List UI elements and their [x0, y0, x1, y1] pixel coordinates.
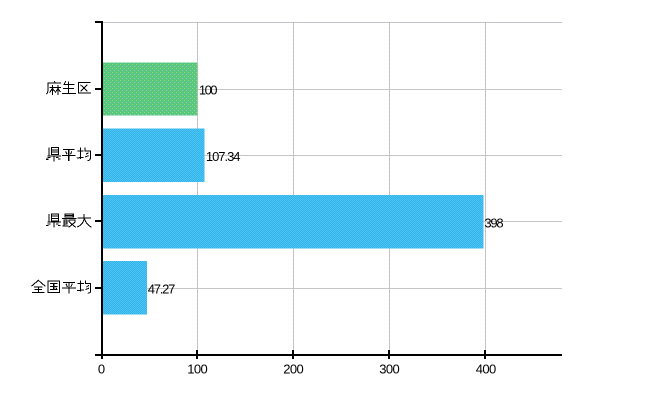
- svg-text:47.27: 47.27: [148, 282, 176, 297]
- svg-text:100: 100: [187, 362, 208, 377]
- svg-text:107.34: 107.34: [206, 149, 241, 164]
- svg-text:200: 200: [283, 362, 304, 377]
- svg-text:398: 398: [484, 215, 503, 230]
- svg-text:400: 400: [476, 362, 497, 377]
- svg-text:100: 100: [199, 83, 218, 98]
- svg-text:300: 300: [379, 362, 400, 377]
- svg-text:0: 0: [98, 362, 105, 377]
